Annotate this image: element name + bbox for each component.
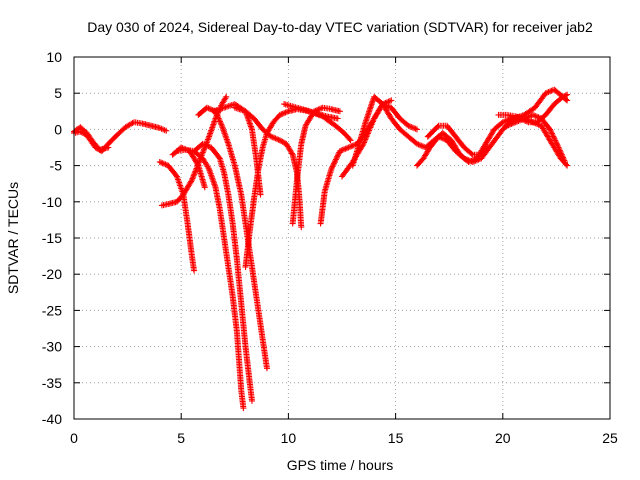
x-tick-label: 5 [177, 430, 185, 446]
y-tick-label: -10 [42, 194, 62, 210]
series-track-2 [71, 124, 112, 153]
data-point-markers [504, 111, 568, 165]
x-tick-label: 25 [602, 430, 618, 446]
data-point-markers [289, 104, 343, 227]
data-point-markers [414, 86, 571, 169]
series-track-1 [71, 119, 170, 155]
chart-title: Day 030 of 2024, Sidereal Day-to-day VTE… [87, 19, 593, 35]
data-point-markers [173, 146, 247, 412]
y-axis-label: SDTVAR / TECUs [5, 182, 21, 294]
y-tick-label: -20 [42, 266, 62, 282]
plot-frame [73, 56, 611, 420]
y-tick-label: 0 [54, 121, 62, 137]
x-axis-label: GPS time / hours [287, 457, 394, 473]
series-track-17 [414, 86, 571, 169]
y-tick-label: -25 [42, 302, 62, 318]
series-track-7 [191, 140, 255, 404]
series-track-20 [504, 111, 568, 165]
series-track-18 [424, 122, 491, 158]
x-tick-label: 10 [281, 430, 297, 446]
series-track-12 [289, 104, 343, 227]
series-track-13 [281, 101, 354, 144]
x-tick-label: 0 [70, 430, 78, 446]
y-tick-label: 5 [54, 85, 62, 101]
y-tick-label: 10 [46, 49, 62, 65]
series-track-6 [173, 146, 247, 412]
y-tick-label: -35 [42, 375, 62, 391]
data-point-markers [281, 101, 354, 144]
data-point-markers [71, 124, 112, 153]
y-tick-label: -40 [42, 411, 62, 427]
data-point-markers [191, 140, 255, 404]
data-point-markers [71, 119, 170, 155]
x-tick-label: 15 [388, 430, 404, 446]
data-series [71, 86, 571, 412]
y-tick-label: -30 [42, 339, 62, 355]
data-point-markers [424, 122, 491, 158]
x-tick-label: 20 [495, 430, 511, 446]
y-tick-label: -5 [50, 158, 63, 174]
y-tick-label: -15 [42, 230, 62, 246]
